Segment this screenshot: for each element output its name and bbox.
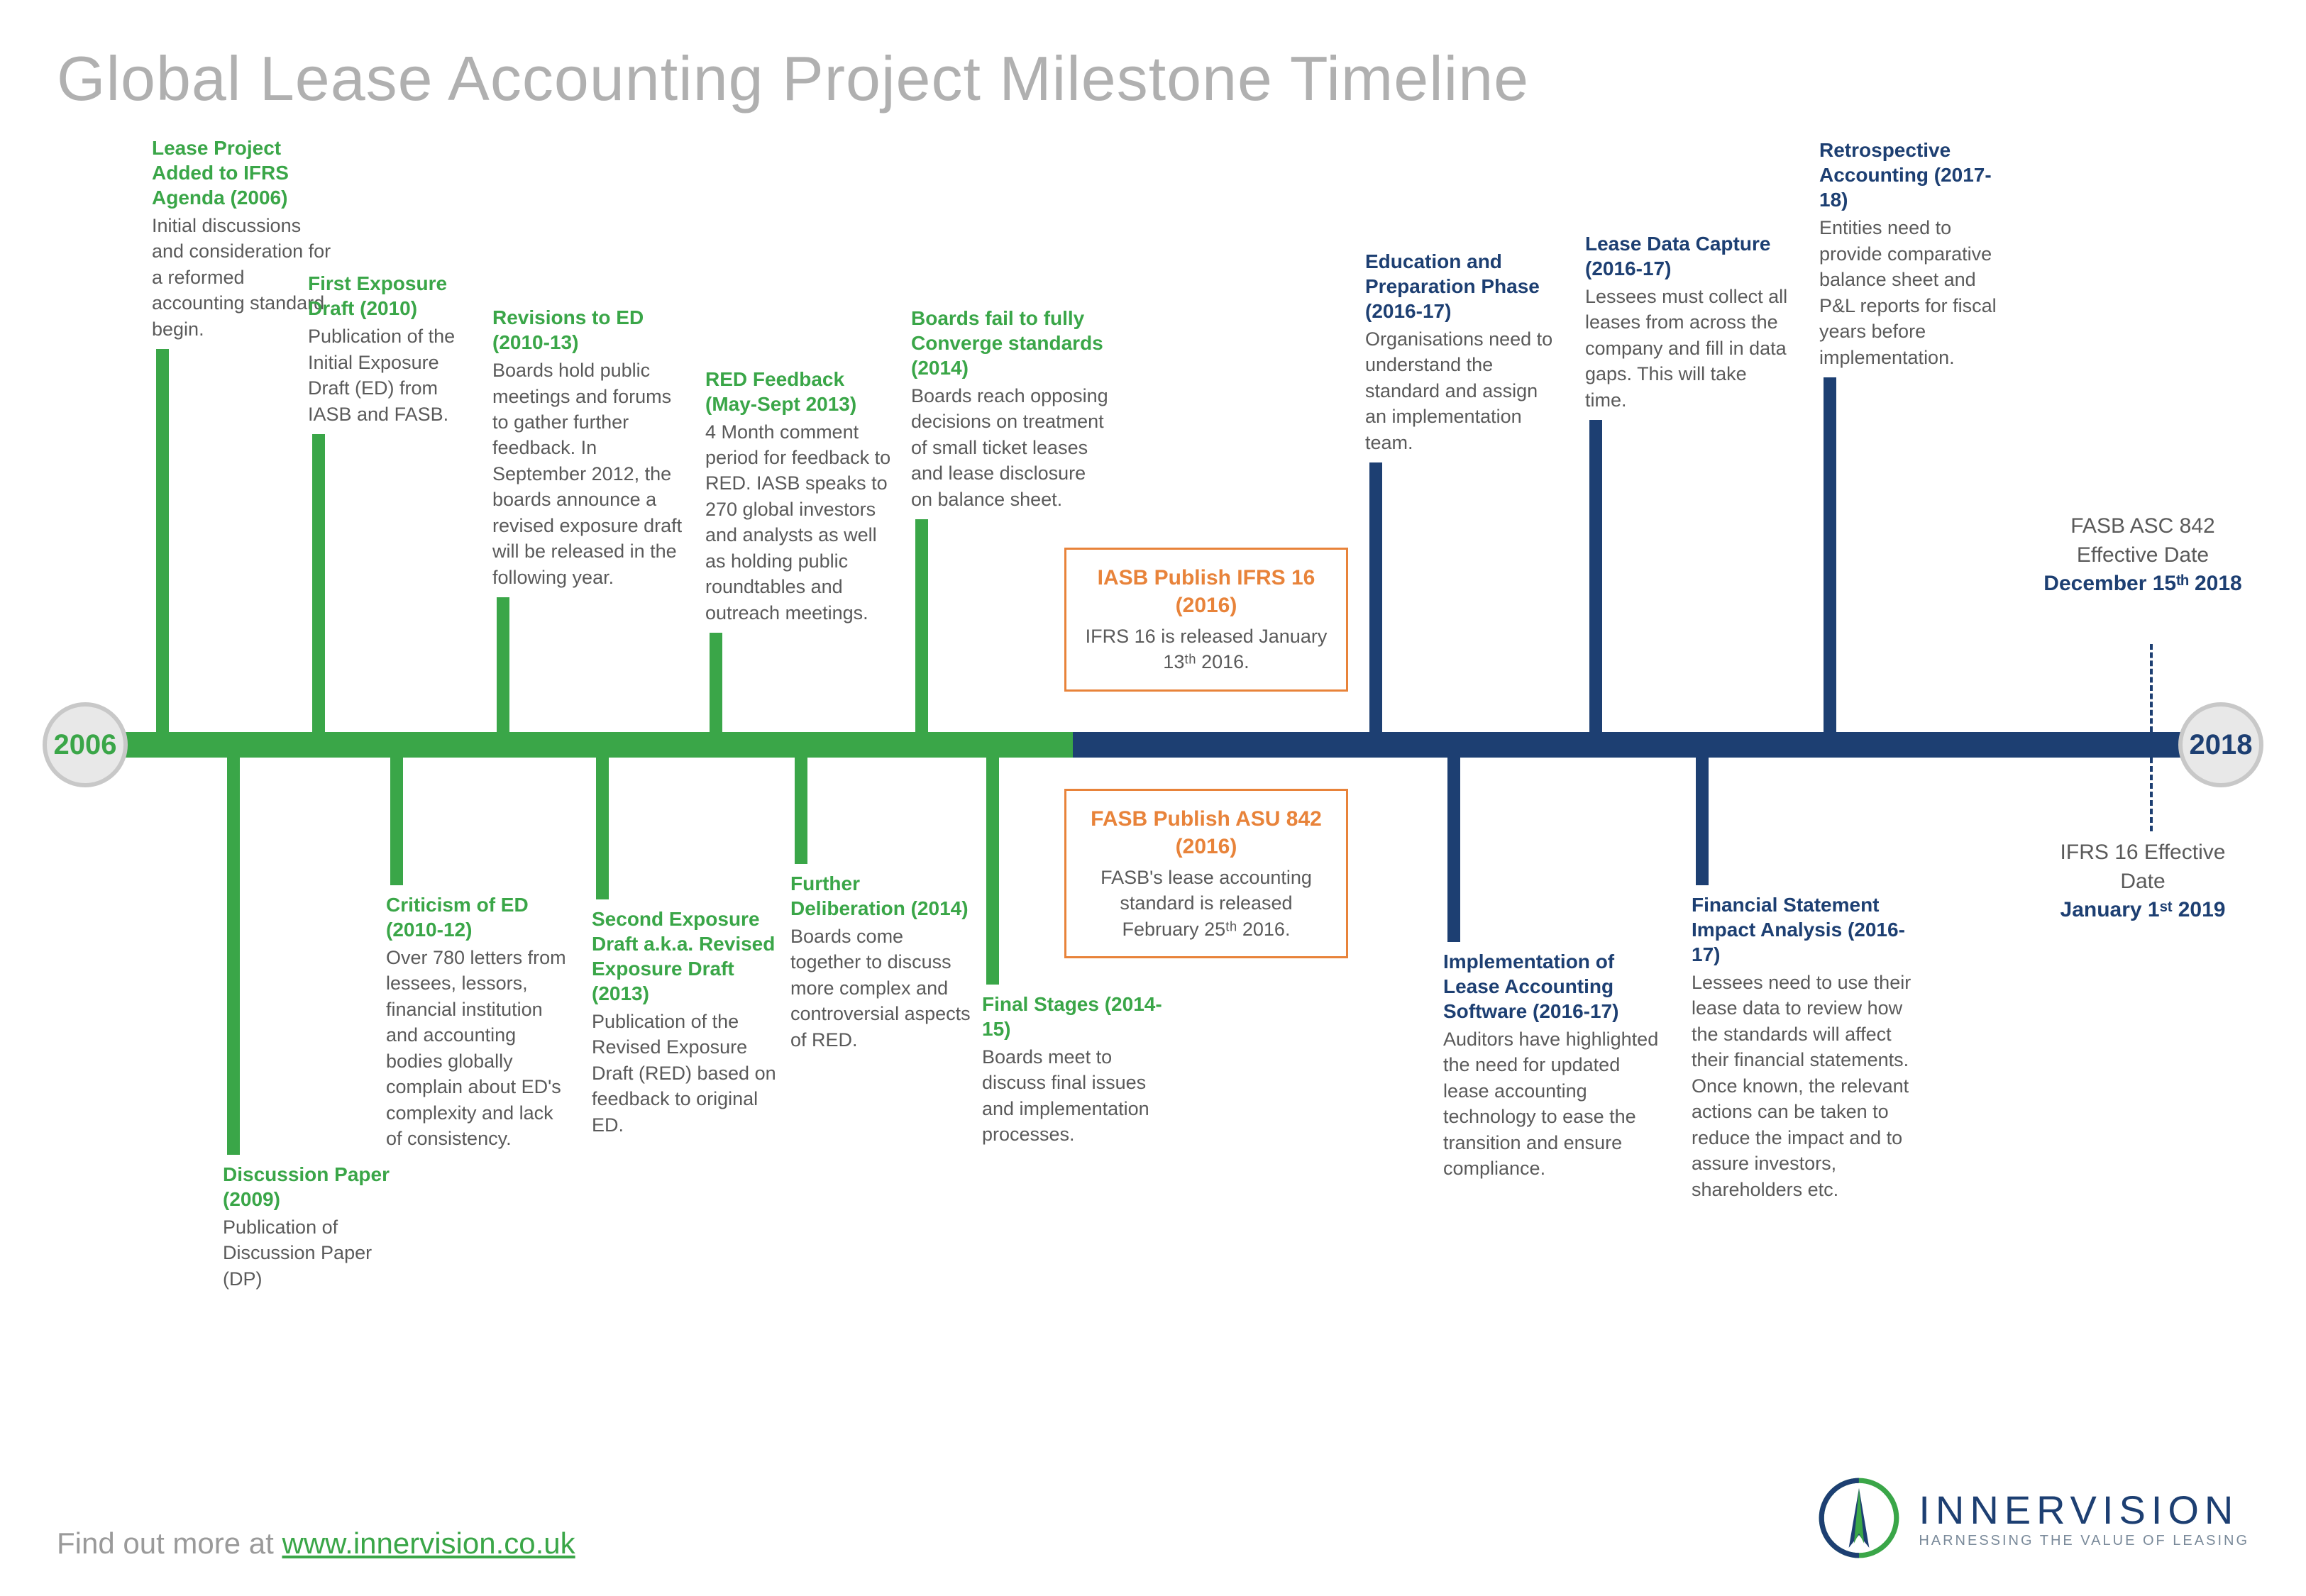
timeline-event: Education and Preparation Phase (2016-17… bbox=[1365, 249, 1564, 455]
callout-title: IASB Publish IFRS 16 (2016) bbox=[1083, 564, 1329, 619]
timeline-tick bbox=[986, 758, 999, 985]
axis-split-marker bbox=[1073, 732, 1098, 758]
dashed-connector-top bbox=[2150, 644, 2153, 732]
event-body: Boards meet to discuss final issues and … bbox=[982, 1044, 1166, 1148]
timeline-event: RED Feedback (May-Sept 2013)4 Month comm… bbox=[705, 367, 897, 626]
event-body: Publication of the Initial Exposure Draf… bbox=[308, 323, 471, 427]
axis-start-cap: 2006 bbox=[43, 702, 128, 787]
callout-title: FASB Publish ASU 842 (2016) bbox=[1083, 805, 1329, 860]
event-title: Discussion Paper (2009) bbox=[223, 1162, 393, 1212]
timeline-tick bbox=[1369, 462, 1382, 732]
timeline-event: Implementation of Lease Accounting Softw… bbox=[1443, 949, 1663, 1182]
event-title: Further Deliberation (2014) bbox=[790, 871, 975, 921]
axis-segment-green bbox=[92, 732, 1086, 758]
timeline-event: Boards fail to fully Converge standards … bbox=[911, 306, 1110, 512]
callout-fasb: FASB Publish ASU 842 (2016)FASB's lease … bbox=[1064, 789, 1348, 958]
timeline-event: Second Exposure Draft a.k.a. Revised Exp… bbox=[592, 907, 776, 1138]
event-title: Education and Preparation Phase (2016-17… bbox=[1365, 249, 1564, 323]
event-body: Boards hold public meetings and forums t… bbox=[492, 358, 691, 590]
event-title: Implementation of Lease Accounting Softw… bbox=[1443, 949, 1663, 1024]
timeline-tick bbox=[1589, 420, 1602, 732]
event-body: Lessees need to use their lease data to … bbox=[1692, 970, 1911, 1202]
event-title: Criticism of ED (2010-12) bbox=[386, 892, 570, 942]
callout-body: IFRS 16 is released January 13ᵗʰ 2016. bbox=[1083, 624, 1329, 675]
event-title: RED Feedback (May-Sept 2013) bbox=[705, 367, 897, 416]
event-title: Financial Statement Impact Analysis (201… bbox=[1692, 892, 1911, 967]
event-body: Lessees must collect all leases from acr… bbox=[1585, 284, 1791, 413]
timeline-tick bbox=[795, 758, 807, 864]
timeline-tick bbox=[156, 349, 169, 732]
axis-end-cap: 2018 bbox=[2178, 702, 2263, 787]
timeline-tick bbox=[390, 758, 403, 885]
page-title: Global Lease Accounting Project Mileston… bbox=[57, 43, 2249, 115]
timeline-event: Discussion Paper (2009)Publication of Di… bbox=[223, 1162, 393, 1292]
event-title: Lease Project Added to IFRS Agenda (2006… bbox=[152, 135, 336, 210]
timeline-tick bbox=[227, 758, 240, 1155]
timeline-tick bbox=[1824, 377, 1836, 732]
timeline-tick bbox=[1447, 758, 1460, 942]
event-title: Final Stages (2014-15) bbox=[982, 992, 1166, 1041]
event-body: Boards reach opposing decisions on treat… bbox=[911, 383, 1110, 512]
footer: Find out more at www.innervision.co.uk bbox=[57, 1526, 575, 1561]
timeline-event: Criticism of ED (2010-12)Over 780 letter… bbox=[386, 892, 570, 1152]
callout-body: FASB's lease accounting standard is rele… bbox=[1083, 865, 1329, 942]
timeline-event: Financial Statement Impact Analysis (201… bbox=[1692, 892, 1911, 1202]
timeline-tick bbox=[596, 758, 609, 899]
timeline-tick bbox=[312, 434, 325, 732]
timeline-event: First Exposure Draft (2010)Publication o… bbox=[308, 271, 471, 427]
event-title: Boards fail to fully Converge standards … bbox=[911, 306, 1110, 380]
timeline-event: Lease Data Capture (2016-17)Lessees must… bbox=[1585, 231, 1791, 413]
event-body: 4 Month comment period for feedback to R… bbox=[705, 419, 897, 626]
event-title: Second Exposure Draft a.k.a. Revised Exp… bbox=[592, 907, 776, 1006]
footer-link[interactable]: www.innervision.co.uk bbox=[282, 1526, 575, 1560]
event-title: Retrospective Accounting (2017-18) bbox=[1819, 138, 2011, 212]
event-body: Publication of the Revised Exposure Draf… bbox=[592, 1009, 776, 1138]
logo-brand: INNERVISION bbox=[1919, 1487, 2249, 1533]
end-label-ifrs: IFRS 16 EffectiveDateJanuary 1ˢᵗ 2019 bbox=[2015, 838, 2271, 925]
timeline-tick bbox=[497, 597, 509, 732]
dashed-connector-bottom bbox=[2150, 758, 2153, 831]
event-title: First Exposure Draft (2010) bbox=[308, 271, 471, 321]
timeline-event: Further Deliberation (2014)Boards come t… bbox=[790, 871, 975, 1053]
callout-iasb: IASB Publish IFRS 16 (2016)IFRS 16 is re… bbox=[1064, 548, 1348, 692]
event-body: Organisations need to understand the sta… bbox=[1365, 326, 1564, 455]
timeline-event: Final Stages (2014-15)Boards meet to dis… bbox=[982, 992, 1166, 1148]
event-body: Auditors have highlighted the need for u… bbox=[1443, 1026, 1663, 1182]
event-title: Revisions to ED (2010-13) bbox=[492, 305, 691, 355]
timeline-tick bbox=[915, 519, 928, 732]
timeline-tick bbox=[1696, 758, 1709, 885]
end-label-fasb: FASB ASC 842Effective DateDecember 15ᵗʰ … bbox=[2015, 512, 2271, 599]
timeline-axis bbox=[57, 732, 2249, 758]
axis-split-marker-green bbox=[1060, 732, 1073, 758]
logo-tagline: HARNESSING THE VALUE OF LEASING bbox=[1919, 1533, 2249, 1549]
event-body: Publication of Discussion Paper (DP) bbox=[223, 1214, 393, 1292]
event-body: Over 780 letters from lessees, lessors, … bbox=[386, 945, 570, 1152]
logo-mark-icon bbox=[1816, 1475, 1902, 1561]
timeline-event: Retrospective Accounting (2017-18)Entiti… bbox=[1819, 138, 2011, 370]
event-title: Lease Data Capture (2016-17) bbox=[1585, 231, 1791, 281]
timeline-tick bbox=[710, 633, 722, 732]
logo: INNERVISION HARNESSING THE VALUE OF LEAS… bbox=[1816, 1475, 2249, 1561]
event-body: Boards come together to discuss more com… bbox=[790, 924, 975, 1053]
event-body: Entities need to provide comparative bal… bbox=[1819, 215, 2011, 370]
axis-segment-blue bbox=[1086, 732, 2221, 758]
timeline: 2006 2018 Lease Project Added to IFRS Ag… bbox=[57, 150, 2249, 1356]
timeline-event: Revisions to ED (2010-13)Boards hold pub… bbox=[492, 305, 691, 590]
